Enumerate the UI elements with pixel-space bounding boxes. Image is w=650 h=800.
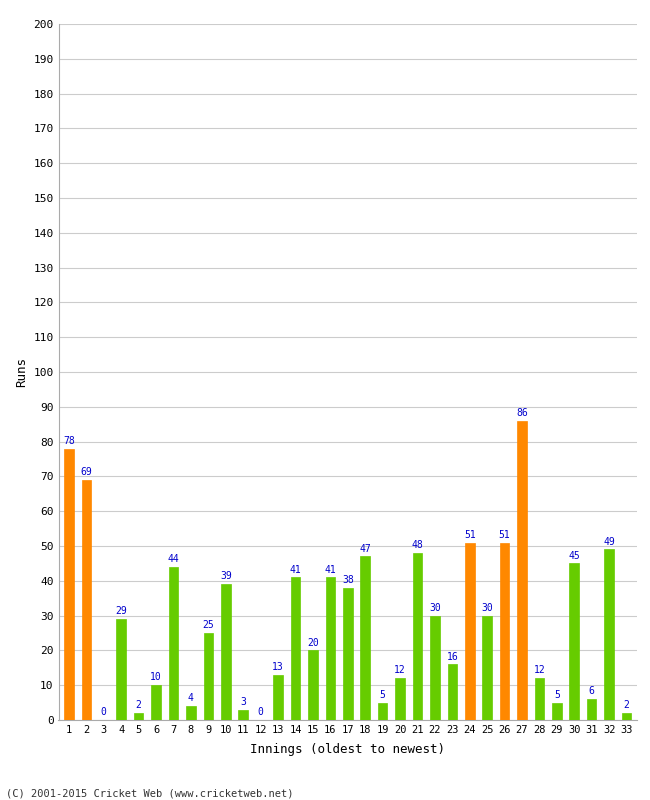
Bar xyxy=(535,678,544,720)
Bar xyxy=(395,678,405,720)
Text: 86: 86 xyxy=(516,408,528,418)
Text: 0: 0 xyxy=(257,707,263,718)
Text: 2: 2 xyxy=(623,700,629,710)
Bar xyxy=(604,550,614,720)
Bar xyxy=(622,713,631,720)
X-axis label: Innings (oldest to newest): Innings (oldest to newest) xyxy=(250,743,445,756)
Text: 16: 16 xyxy=(447,651,458,662)
Text: 6: 6 xyxy=(589,686,595,696)
Bar xyxy=(239,710,248,720)
Bar xyxy=(203,633,213,720)
Bar xyxy=(273,674,283,720)
Bar xyxy=(326,578,335,720)
Text: 51: 51 xyxy=(464,530,476,540)
Bar xyxy=(517,421,526,720)
Text: (C) 2001-2015 Cricket Web (www.cricketweb.net): (C) 2001-2015 Cricket Web (www.cricketwe… xyxy=(6,788,294,798)
Text: 0: 0 xyxy=(101,707,107,718)
Bar xyxy=(447,664,457,720)
Text: 30: 30 xyxy=(429,603,441,613)
Bar xyxy=(587,699,597,720)
Text: 44: 44 xyxy=(168,554,179,564)
Text: 47: 47 xyxy=(359,544,371,554)
Text: 41: 41 xyxy=(290,565,302,574)
Text: 4: 4 xyxy=(188,694,194,703)
Text: 69: 69 xyxy=(81,467,92,477)
Text: 38: 38 xyxy=(342,575,354,585)
Text: 20: 20 xyxy=(307,638,318,648)
Text: 13: 13 xyxy=(272,662,284,672)
Text: 3: 3 xyxy=(240,697,246,706)
Bar xyxy=(186,706,196,720)
Bar xyxy=(360,557,370,720)
Text: 51: 51 xyxy=(499,530,510,540)
Text: 2: 2 xyxy=(136,700,142,710)
Bar xyxy=(291,578,300,720)
Bar xyxy=(569,563,579,720)
Bar xyxy=(64,449,73,720)
Bar xyxy=(552,702,562,720)
Text: 10: 10 xyxy=(150,673,162,682)
Bar xyxy=(465,542,474,720)
Bar xyxy=(378,702,387,720)
Bar xyxy=(221,584,231,720)
Bar xyxy=(116,619,126,720)
Text: 25: 25 xyxy=(203,620,215,630)
Text: 29: 29 xyxy=(115,606,127,616)
Text: 78: 78 xyxy=(63,436,75,446)
Bar xyxy=(500,542,510,720)
Bar xyxy=(430,616,439,720)
Text: 48: 48 xyxy=(411,540,423,550)
Bar xyxy=(308,650,318,720)
Text: 12: 12 xyxy=(394,666,406,675)
Bar xyxy=(482,616,492,720)
Bar xyxy=(169,567,178,720)
Text: 39: 39 xyxy=(220,571,231,582)
Bar xyxy=(413,553,422,720)
Y-axis label: Runs: Runs xyxy=(15,357,28,387)
Text: 5: 5 xyxy=(380,690,385,700)
Bar xyxy=(151,685,161,720)
Text: 49: 49 xyxy=(603,537,615,546)
Bar xyxy=(343,588,352,720)
Bar xyxy=(134,713,144,720)
Bar xyxy=(82,480,91,720)
Text: 12: 12 xyxy=(534,666,545,675)
Text: 45: 45 xyxy=(568,550,580,561)
Text: 30: 30 xyxy=(481,603,493,613)
Text: 41: 41 xyxy=(324,565,336,574)
Text: 5: 5 xyxy=(554,690,560,700)
